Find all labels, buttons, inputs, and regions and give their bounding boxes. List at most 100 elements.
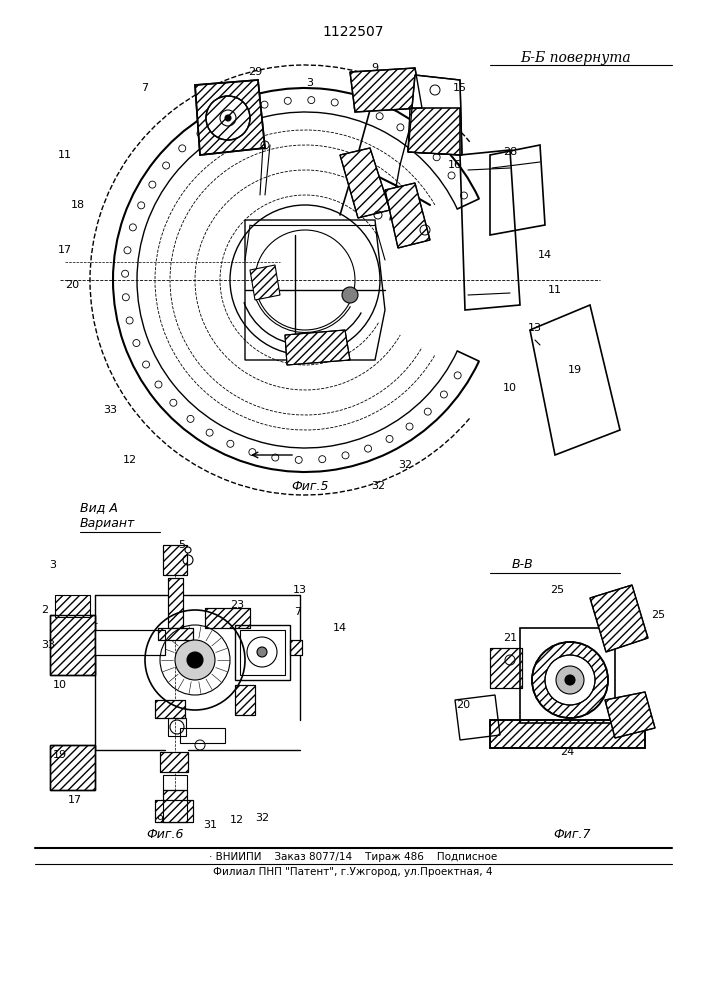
Bar bbox=[158, 628, 193, 640]
Text: 9: 9 bbox=[371, 63, 378, 73]
Bar bbox=[235, 685, 255, 715]
Text: 31: 31 bbox=[203, 820, 217, 830]
Text: 14: 14 bbox=[538, 250, 552, 260]
Polygon shape bbox=[408, 75, 462, 155]
Text: 14: 14 bbox=[333, 623, 347, 633]
Text: Вид А: Вид А bbox=[80, 502, 118, 514]
Bar bbox=[235, 685, 255, 715]
Bar bbox=[160, 752, 188, 772]
Polygon shape bbox=[285, 330, 350, 365]
Bar bbox=[240, 630, 285, 675]
Bar bbox=[168, 578, 183, 628]
Text: 19: 19 bbox=[568, 365, 582, 375]
Polygon shape bbox=[408, 108, 460, 155]
Circle shape bbox=[545, 655, 595, 705]
Polygon shape bbox=[250, 265, 280, 300]
Text: 17: 17 bbox=[58, 245, 72, 255]
Text: 3: 3 bbox=[49, 560, 57, 570]
Text: 7: 7 bbox=[294, 607, 302, 617]
Bar bbox=[168, 578, 183, 628]
Text: 17: 17 bbox=[68, 795, 82, 805]
Text: Фиг.7: Фиг.7 bbox=[554, 828, 591, 842]
Text: Б-Б повернута: Б-Б повернута bbox=[520, 51, 631, 65]
Bar bbox=[95, 630, 165, 655]
Circle shape bbox=[532, 642, 608, 718]
Text: 11: 11 bbox=[58, 150, 72, 160]
Circle shape bbox=[225, 115, 231, 121]
Bar bbox=[163, 545, 187, 575]
Text: 33: 33 bbox=[103, 405, 117, 415]
Circle shape bbox=[342, 287, 358, 303]
Text: 32: 32 bbox=[255, 813, 269, 823]
Text: 32: 32 bbox=[398, 460, 412, 470]
Bar bbox=[490, 720, 645, 748]
Circle shape bbox=[556, 666, 584, 694]
Text: 23: 23 bbox=[230, 600, 244, 610]
Text: В-В: В-В bbox=[512, 558, 534, 572]
Text: 33: 33 bbox=[41, 640, 55, 650]
Bar bbox=[95, 630, 165, 655]
Text: 12: 12 bbox=[123, 455, 137, 465]
Text: 18: 18 bbox=[71, 200, 85, 210]
Text: 10: 10 bbox=[53, 680, 67, 690]
Circle shape bbox=[257, 647, 267, 657]
Text: 2: 2 bbox=[42, 605, 49, 615]
Text: 12: 12 bbox=[230, 815, 244, 825]
Text: 5: 5 bbox=[178, 540, 185, 550]
Circle shape bbox=[175, 640, 215, 680]
Polygon shape bbox=[350, 68, 422, 112]
Text: 11: 11 bbox=[548, 285, 562, 295]
Text: 21: 21 bbox=[503, 633, 517, 643]
Bar bbox=[50, 615, 95, 675]
Text: Вариант: Вариант bbox=[80, 516, 135, 530]
Bar bbox=[50, 745, 95, 790]
Text: Филиал ПНП "Патент", г.Ужгород, ул.Проектная, 4: Филиал ПНП "Патент", г.Ужгород, ул.Проек… bbox=[214, 867, 493, 877]
Bar bbox=[163, 790, 187, 822]
Text: 3: 3 bbox=[307, 78, 313, 88]
Bar bbox=[490, 720, 645, 748]
Bar bbox=[50, 745, 95, 790]
Polygon shape bbox=[340, 148, 390, 218]
Bar bbox=[155, 700, 185, 718]
Bar bbox=[163, 790, 187, 822]
Bar bbox=[155, 800, 193, 822]
Circle shape bbox=[206, 96, 250, 140]
Circle shape bbox=[565, 675, 575, 685]
Bar bbox=[490, 648, 522, 688]
Text: 28: 28 bbox=[503, 147, 517, 157]
Text: 9: 9 bbox=[156, 815, 163, 825]
Bar bbox=[180, 728, 225, 743]
Text: 15: 15 bbox=[453, 83, 467, 93]
Bar bbox=[50, 615, 95, 675]
Text: 13: 13 bbox=[528, 323, 542, 333]
Text: 25: 25 bbox=[651, 610, 665, 620]
Text: 7: 7 bbox=[141, 83, 148, 93]
Text: Фиг.6: Фиг.6 bbox=[146, 828, 184, 842]
Polygon shape bbox=[195, 80, 265, 155]
Circle shape bbox=[187, 652, 203, 668]
Text: 10: 10 bbox=[503, 383, 517, 393]
Text: · ВНИИПИ    Заказ 8077/14    Тираж 486    Подписное: · ВНИИПИ Заказ 8077/14 Тираж 486 Подписн… bbox=[209, 852, 497, 862]
Text: 32: 32 bbox=[371, 481, 385, 491]
Polygon shape bbox=[590, 585, 648, 652]
Text: 20: 20 bbox=[456, 700, 470, 710]
Text: 1122507: 1122507 bbox=[322, 25, 384, 39]
Circle shape bbox=[185, 547, 191, 553]
Bar bbox=[55, 595, 90, 617]
Text: Фиг.5: Фиг.5 bbox=[291, 480, 329, 492]
Text: 20: 20 bbox=[65, 280, 79, 290]
Bar bbox=[290, 640, 302, 655]
Bar bbox=[290, 640, 302, 655]
Polygon shape bbox=[605, 692, 655, 738]
Bar bbox=[155, 700, 185, 718]
Bar bbox=[163, 545, 187, 575]
Bar bbox=[163, 775, 187, 790]
Text: 16: 16 bbox=[448, 160, 462, 170]
Bar bbox=[160, 752, 188, 772]
Bar bbox=[490, 648, 522, 688]
Text: 13: 13 bbox=[293, 585, 307, 595]
Text: 29: 29 bbox=[248, 67, 262, 77]
Bar bbox=[168, 718, 186, 736]
Text: 25: 25 bbox=[550, 585, 564, 595]
Text: 24: 24 bbox=[560, 747, 574, 757]
